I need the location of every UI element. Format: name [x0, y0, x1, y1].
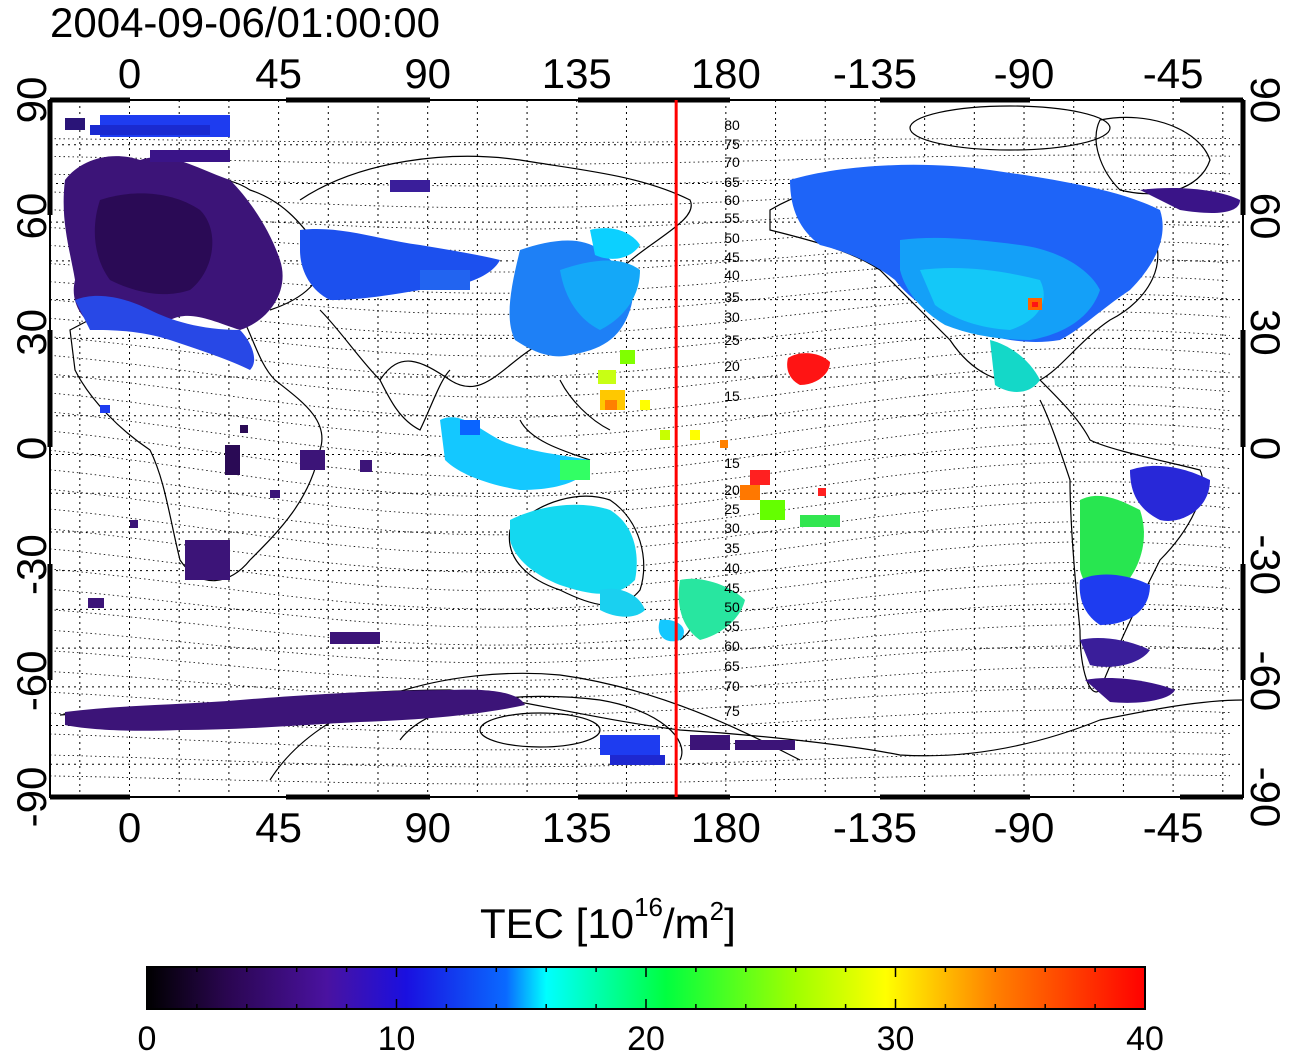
contour-label: 70 [724, 678, 740, 694]
lon-tick-label: -135 [833, 804, 917, 851]
colorbar-title-unit: /m [662, 900, 710, 947]
contour-label-group: 80 75 70 65 60 55 50 45 40 35 30 25 20 15 15 20 25 30 35 40… [724, 117, 740, 719]
colorbar-title-exponent: 16 [634, 892, 663, 922]
contour-label: 75 [724, 703, 740, 719]
contour-label: 40 [724, 560, 740, 576]
lon-tick-label: 0 [118, 804, 141, 851]
lon-ticks-bottom: 0 45 90 135 180 -135 -90 -45 [118, 804, 1204, 851]
colorbar-tick-label: 0 [138, 1020, 157, 1057]
lon-tick-label: 0 [118, 50, 141, 97]
lat-tick-label: 0 [1242, 437, 1289, 460]
lon-tick-label: 45 [255, 804, 302, 851]
lat-tick-label: -90 [1242, 767, 1289, 828]
contour-label: 55 [724, 618, 740, 634]
contour-label: 35 [724, 540, 740, 556]
lat-tick-label: -60 [8, 650, 55, 711]
contour-label: 20 [724, 358, 740, 374]
colorbar-tick-label: 10 [378, 1020, 416, 1057]
contour-label: 25 [724, 332, 740, 348]
lon-tick-label: -90 [994, 50, 1055, 97]
contour-label: 55 [724, 210, 740, 226]
contour-label: 60 [724, 192, 740, 208]
colorbar: 0 10 20 30 40 [138, 966, 1164, 1057]
contour-label: 20 [724, 482, 740, 498]
lat-tick-label: 60 [1242, 193, 1289, 240]
lon-tick-label: -135 [833, 50, 917, 97]
colorbar-tick-label: 30 [877, 1020, 915, 1057]
colorbar-title: TEC [1016/m2] [480, 894, 736, 948]
colorbar-tick-label: 20 [627, 1020, 665, 1057]
colorbar-tick-labels: 0 10 20 30 40 [138, 1020, 1164, 1057]
contour-label: 15 [724, 388, 740, 404]
lat-ticks-left: 90 60 30 0 -30 -60 -90 [8, 77, 55, 828]
colorbar-tick-label: 40 [1126, 1020, 1164, 1057]
contour-label: 45 [724, 249, 740, 265]
lon-tick-label: 90 [404, 50, 451, 97]
contour-label: 70 [724, 154, 740, 170]
contour-label: 65 [724, 174, 740, 190]
contour-label: 30 [724, 309, 740, 325]
contour-label: 50 [724, 230, 740, 246]
lat-tick-label: -30 [1242, 534, 1289, 595]
contour-label: 35 [724, 289, 740, 305]
lon-ticks-top: 0 45 90 135 180 -135 -90 -45 [118, 50, 1204, 97]
lat-tick-label: 90 [1242, 77, 1289, 124]
contour-label: 45 [724, 580, 740, 596]
colorbar-title-main: TEC [10 [480, 900, 635, 947]
lat-tick-label: 30 [1242, 309, 1289, 356]
lon-tick-label: -45 [1143, 804, 1204, 851]
lat-tick-label: 0 [8, 437, 55, 460]
contour-label: 30 [724, 520, 740, 536]
lon-tick-label: 45 [255, 50, 302, 97]
lon-tick-label: 90 [404, 804, 451, 851]
colorbar-title-unit-exponent: 2 [709, 896, 725, 926]
lon-tick-label: -90 [994, 804, 1055, 851]
map-title: 2004-09-06/01:00:00 [50, 0, 440, 46]
lon-tick-label: 180 [691, 804, 761, 851]
lat-tick-label: -60 [1242, 650, 1289, 711]
contour-label: 75 [724, 136, 740, 152]
contour-label: 65 [724, 658, 740, 674]
contour-label: 15 [724, 455, 740, 471]
lat-tick-label: -30 [8, 534, 55, 595]
tec-data-patches [63, 115, 1240, 765]
lat-tick-label: 90 [8, 77, 55, 124]
lon-tick-label: 180 [691, 50, 761, 97]
lat-tick-label: 30 [8, 309, 55, 356]
lon-tick-label: 135 [542, 804, 612, 851]
lat-ticks-right: 90 60 30 0 -30 -60 -90 [1242, 77, 1289, 828]
contour-label: 25 [724, 501, 740, 517]
contour-label: 50 [724, 599, 740, 615]
contour-label: 40 [724, 267, 740, 283]
contour-label: 80 [724, 117, 740, 133]
lat-tick-label: 60 [8, 193, 55, 240]
lat-tick-label: -90 [8, 767, 55, 828]
colorbar-title-end: ] [724, 900, 736, 947]
contour-label: 60 [724, 638, 740, 654]
lon-tick-label: 135 [542, 50, 612, 97]
lon-tick-label: -45 [1143, 50, 1204, 97]
